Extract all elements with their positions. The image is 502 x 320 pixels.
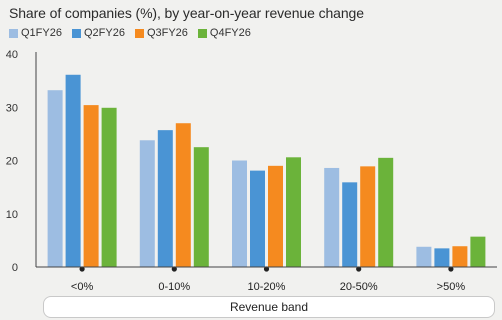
x-tick-label: 10-20% [248, 281, 286, 293]
legend-label-q3fy26: Q3FY26 [146, 27, 188, 39]
bar-q4fy26-1 [193, 147, 209, 267]
x-tick-label: 20-50% [340, 281, 378, 293]
x-tick-dot [263, 266, 270, 272]
bar-q3fy26-4 [452, 246, 468, 267]
bar-q2fy26-1 [157, 130, 173, 267]
legend-label-q2fy26: Q2FY26 [83, 27, 125, 39]
x-tick-dot [79, 266, 85, 272]
legend-swatch-q1fy26 [9, 28, 18, 38]
legend-label-q4fy26: Q4FY26 [209, 27, 251, 39]
bar-q2fy26-0 [65, 74, 81, 267]
bar-q2fy26-2 [250, 170, 265, 267]
chart-title: Share of companies (%), by year-on-year … [9, 5, 364, 21]
bar-q1fy26-3 [324, 167, 340, 267]
bar-q2fy26-3 [342, 182, 358, 267]
bar-q1fy26-4 [416, 246, 432, 267]
x-axis-title: Revenue band [43, 296, 495, 318]
legend: Q1FY26 Q2FY26 Q3FY26 Q4FY26 [9, 27, 251, 39]
legend-label-q1fy26: Q1FY26 [21, 27, 62, 39]
legend-swatch-q3fy26 [134, 28, 144, 38]
x-tick-label: <0% [71, 281, 94, 293]
legend-item-q4fy26: Q4FY26 [197, 27, 251, 39]
bar-q4fy26-3 [378, 157, 394, 267]
legend-swatch-q2fy26 [71, 28, 81, 38]
legend-item-q1fy26: Q1FY26 [9, 27, 62, 39]
bar-q1fy26-0 [47, 90, 63, 268]
y-tick-label: 10 [6, 209, 18, 221]
x-tick-dot [448, 266, 454, 272]
bar-q3fy26-2 [268, 165, 283, 267]
bar-q1fy26-1 [139, 140, 155, 267]
y-tick-label: 40 [6, 49, 18, 61]
legend-swatch-q4fy26 [197, 28, 207, 38]
legend-item-q2fy26: Q2FY26 [71, 27, 125, 39]
bar-q4fy26-0 [101, 107, 117, 267]
bar-q3fy26-1 [175, 123, 191, 267]
y-tick-label: 30 [6, 102, 18, 114]
bar-q3fy26-3 [360, 166, 376, 267]
x-tick-dot [171, 266, 177, 272]
bar-q2fy26-4 [434, 248, 450, 267]
y-tick-label: 0 [12, 262, 18, 274]
bar-q4fy26-4 [470, 236, 486, 267]
bar-q1fy26-2 [232, 160, 247, 267]
legend-item-q3fy26: Q3FY26 [134, 27, 188, 39]
x-tick-label: 0-10% [158, 281, 190, 293]
x-tick-dot [356, 266, 362, 272]
y-tick-label: 20 [6, 156, 18, 168]
bar-q4fy26-2 [286, 157, 301, 267]
bar-q3fy26-0 [83, 105, 99, 268]
x-tick-label: >50% [437, 281, 466, 293]
